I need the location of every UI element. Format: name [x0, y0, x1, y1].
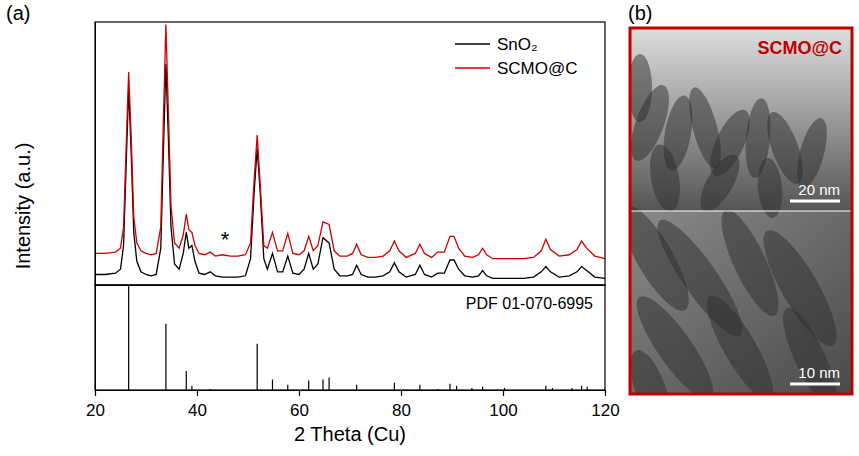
- reference-stick: [545, 386, 546, 390]
- nanorod: [630, 345, 678, 394]
- image-divider: [630, 211, 852, 212]
- x-tick: 80: [392, 390, 411, 420]
- legend-label: SnO₂: [497, 35, 538, 54]
- nanorod: [696, 288, 784, 394]
- nanorod: [630, 54, 652, 122]
- panel-label: (a): [6, 2, 30, 24]
- legend: SnO₂ SCMO@C: [455, 35, 578, 78]
- nanorod: [645, 142, 684, 214]
- image-frame: [630, 28, 852, 394]
- reference-stick: [128, 285, 129, 390]
- annotation: *: [221, 227, 230, 252]
- nanorod: [693, 149, 748, 217]
- reference-stick: [272, 380, 273, 391]
- reference-stick: [322, 380, 323, 391]
- y-axis: [95, 286, 96, 391]
- plot-lines: [95, 25, 605, 279]
- x-tick-mark: [197, 390, 198, 396]
- pattern-line: [95, 64, 605, 278]
- image-title: SCMO@C: [757, 38, 842, 58]
- reference-stick: [328, 377, 329, 390]
- y-axis: [95, 23, 96, 286]
- x-tick-mark: [95, 390, 96, 396]
- reference-stick: [419, 385, 420, 390]
- reference-stick: [308, 381, 309, 390]
- reference-stick: [394, 383, 395, 390]
- x-tick: 40: [188, 390, 207, 420]
- x-tick-label: 80: [392, 401, 411, 420]
- legend-swatch: [455, 67, 490, 69]
- y-axis-title: Intensity (a.u.): [12, 143, 34, 270]
- x-axis: 20 40 60 80 100 120: [86, 390, 620, 420]
- scale-bar: [790, 200, 840, 203]
- reference-stick: [581, 386, 582, 390]
- x-tick-label: 40: [188, 401, 207, 420]
- x-tick-label: 60: [290, 401, 309, 420]
- x-tick: 120: [591, 390, 619, 420]
- legend-label: SCMO@C: [497, 59, 578, 78]
- x-tick-label: 20: [86, 401, 105, 420]
- scale-bar-label: 20 nm: [798, 181, 840, 198]
- reference-stick: [257, 344, 258, 390]
- x-tick-label: 120: [591, 401, 619, 420]
- figure: SnO₂ SCMO@C * 20 40 60 80 100 120 PDF 01-070-6995…: [0, 0, 859, 456]
- x-tick: 60: [290, 390, 309, 420]
- reference-stick: [449, 384, 450, 390]
- x-axis-line: [96, 391, 606, 397]
- x-axis-title: 2 Theta (Cu): [294, 423, 406, 445]
- panel-label: (b): [628, 2, 652, 24]
- x-tick-label: 100: [489, 401, 517, 420]
- scale-bar: [790, 383, 840, 386]
- x-tick: 100: [489, 390, 517, 420]
- nanorod: [773, 302, 847, 394]
- tem-images: [630, 28, 852, 394]
- y-axis-line: [95, 23, 96, 286]
- nanorod: [791, 115, 833, 191]
- reference-stick: [287, 385, 288, 390]
- nanorod: [755, 157, 784, 219]
- reference-label: PDF 01-070-6995: [466, 295, 593, 312]
- plot-frame: [95, 285, 605, 390]
- plot-frame: [95, 22, 605, 285]
- reference-stick: [186, 371, 187, 390]
- pattern-line: [95, 25, 605, 259]
- x-tick: 20: [86, 390, 105, 420]
- reference-stick: [356, 385, 357, 390]
- reference-stick: [456, 386, 457, 390]
- legend-swatch: [455, 43, 490, 45]
- reference-stick: [191, 386, 192, 390]
- x-tick-mark: [605, 390, 606, 396]
- x-tick-mark: [299, 390, 300, 396]
- x-tick-mark: [503, 390, 504, 396]
- y-axis-line: [95, 286, 96, 391]
- reference-stick: [165, 324, 166, 390]
- scale-bar-label: 10 nm: [798, 364, 840, 381]
- x-tick-mark: [401, 390, 402, 396]
